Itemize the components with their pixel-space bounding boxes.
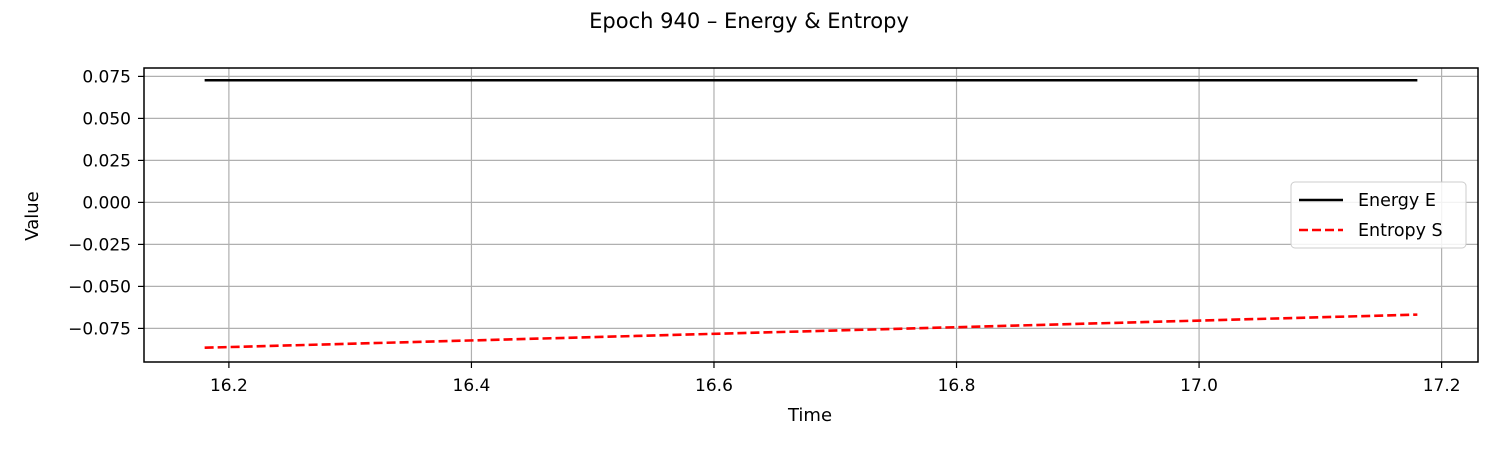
x-axis-ticks: 16.2 16.4 16.6 16.8 17.0 17.2 (210, 362, 1461, 396)
y-tick-label: 0.025 (82, 151, 131, 171)
plot-series (204, 78, 1418, 350)
y-axis-label: Value (22, 191, 43, 240)
grid-lines (144, 68, 1478, 362)
y-axis-ticks: 0.075 0.050 0.025 0.000 −0.025 −0.050 −0.075 (68, 67, 144, 339)
x-tick-label: 17.2 (1423, 376, 1461, 396)
series-line-entropy (204, 313, 1418, 350)
legend-box (1290, 181, 1467, 249)
x-tick-label: 17.0 (1180, 376, 1218, 396)
y-tick-label: 0.075 (82, 67, 131, 87)
y-tick-label: −0.075 (68, 319, 131, 339)
legend: Energy E Entropy S (1290, 181, 1467, 249)
legend-label-energy: Energy E (1358, 191, 1436, 211)
y-tick-label: 0.050 (82, 109, 131, 129)
chart-title: Epoch 940 – Energy & Entropy (589, 9, 909, 33)
x-axis-label: Time (787, 405, 832, 426)
x-tick-label: 16.8 (938, 376, 976, 396)
x-tick-label: 16.6 (695, 376, 733, 396)
legend-label-entropy: Entropy S (1358, 221, 1443, 241)
x-tick-label: 16.2 (210, 376, 248, 396)
y-tick-label: −0.025 (68, 235, 131, 255)
y-tick-label: −0.050 (68, 277, 131, 297)
plot-frame (143, 67, 1479, 363)
x-tick-label: 16.4 (453, 376, 491, 396)
y-tick-label: 0.000 (82, 193, 131, 213)
